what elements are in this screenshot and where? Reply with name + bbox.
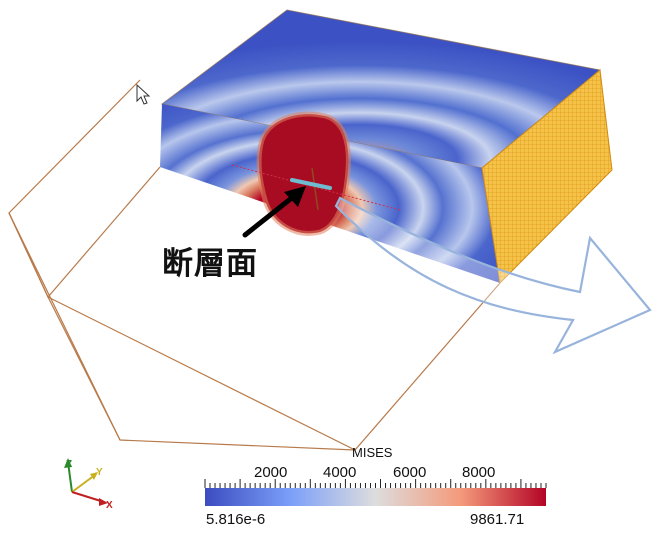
colorbar-max: 9861.71 (470, 511, 525, 528)
colorbar-tick-4000: 4000 (323, 464, 357, 481)
big-arrow-icon (334, 196, 652, 355)
orientation-axes-icon: Z Y X (64, 458, 113, 511)
fault-plane-label: 断層面 (162, 246, 258, 282)
mesh-face (482, 70, 612, 283)
colorbar-title: MISES (352, 445, 393, 460)
axis-label-x: X (106, 500, 113, 511)
axis-label-y: Y (96, 467, 103, 478)
fault-plane-line (290, 178, 332, 190)
colorbar (204, 479, 547, 506)
pointer-arrow-icon (242, 186, 306, 238)
colorbar-tick-8000: 8000 (462, 464, 496, 481)
colorbar-tick-6000: 6000 (393, 464, 427, 481)
colorbar-min: 5.816e-6 (206, 511, 266, 528)
axis-label-z: Z (66, 459, 72, 470)
cursor-icon (136, 83, 151, 105)
section-line (231, 164, 401, 211)
colorbar-gradient (205, 488, 546, 506)
colorbar-tick-2000: 2000 (254, 464, 288, 481)
outline-box (8, 79, 501, 451)
